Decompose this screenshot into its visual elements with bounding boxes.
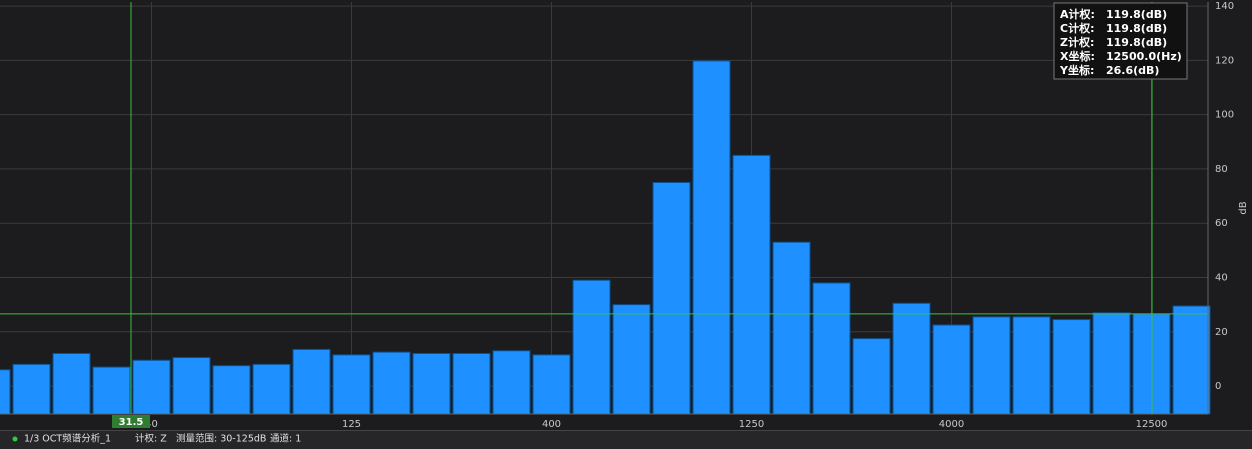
bar [1172,305,1211,415]
bar [812,282,851,415]
x-tick-label: 1250 [739,419,764,430]
bar [652,181,691,415]
tooltip-box [1053,2,1188,80]
bar [1092,312,1131,415]
bar [612,304,651,415]
tooltip-value: 119.8(dB) [1106,36,1167,49]
bar [92,366,131,415]
bar [292,348,331,415]
bar [732,154,771,415]
tooltip-value: 119.8(dB) [1106,22,1167,35]
bar [332,354,371,415]
status: 1/3 OCT频谱分析_1 计权: Z 测量范围: 30-125dB 通道: 1 [24,433,301,445]
y-tick-label: 20 [1215,327,1228,338]
marker-box [112,415,150,428]
tooltip-value: 12500.0(Hz) [1106,50,1182,63]
bar [572,279,611,415]
status-text: 测量范围: 30-125dB [176,433,266,445]
y-tick-label: 120 [1215,55,1234,66]
y-tick-label: 0 [1215,381,1221,392]
bar [132,359,171,415]
bar [372,351,411,415]
bar [172,357,211,415]
status-bar [0,430,1252,449]
bar [892,302,931,415]
bar [972,316,1011,415]
bar [1012,316,1051,415]
y-tick-label: 100 [1215,110,1234,121]
y-axis-label: dB [1238,201,1249,214]
bar [492,350,531,415]
tooltip-key: X坐标: [1060,49,1095,63]
tooltip-value: 119.8(dB) [1106,8,1167,21]
tooltip-key: Y坐标: [1059,63,1094,77]
x-tick-label: 400 [542,419,561,430]
status-text: 通道: 1 [270,433,301,445]
bar [212,365,251,415]
tooltip: A计权: 119.8(dB) C计权: 119.8(dB) Z计权: 119.8(dB) X… [1053,2,1188,80]
tooltip-key: Z计权: [1060,35,1094,49]
bar [692,60,731,415]
bar [772,241,811,415]
y-tick-label: 60 [1215,218,1228,229]
y-tick-label: 80 [1215,164,1228,175]
bar [52,352,91,415]
bar [412,352,451,415]
status-text: 计权: Z [135,433,167,445]
bar [852,338,891,415]
y-tick-label: 140 [1215,1,1234,12]
bar [932,324,971,415]
tooltip-key: C计权: [1060,21,1094,35]
bar [1052,319,1091,415]
tooltip-key: A计权: [1060,7,1095,21]
x-tick-label: 12500 [1136,419,1168,430]
tooltip-value: 26.6(dB) [1106,64,1159,77]
bar [532,354,571,415]
marker-label: 31.5 [119,417,144,428]
bar [0,369,11,415]
x-tick-label: 125 [342,419,361,430]
bar [252,363,291,415]
x-tick-label: 40 [145,419,158,430]
bar [452,352,491,415]
status-dot [12,436,18,442]
bar [12,363,51,415]
status-text: 1/3 OCT频谱分析_1 [24,433,111,445]
y-tick-label: 40 [1215,272,1228,283]
x-tick-label: 4000 [939,419,964,430]
